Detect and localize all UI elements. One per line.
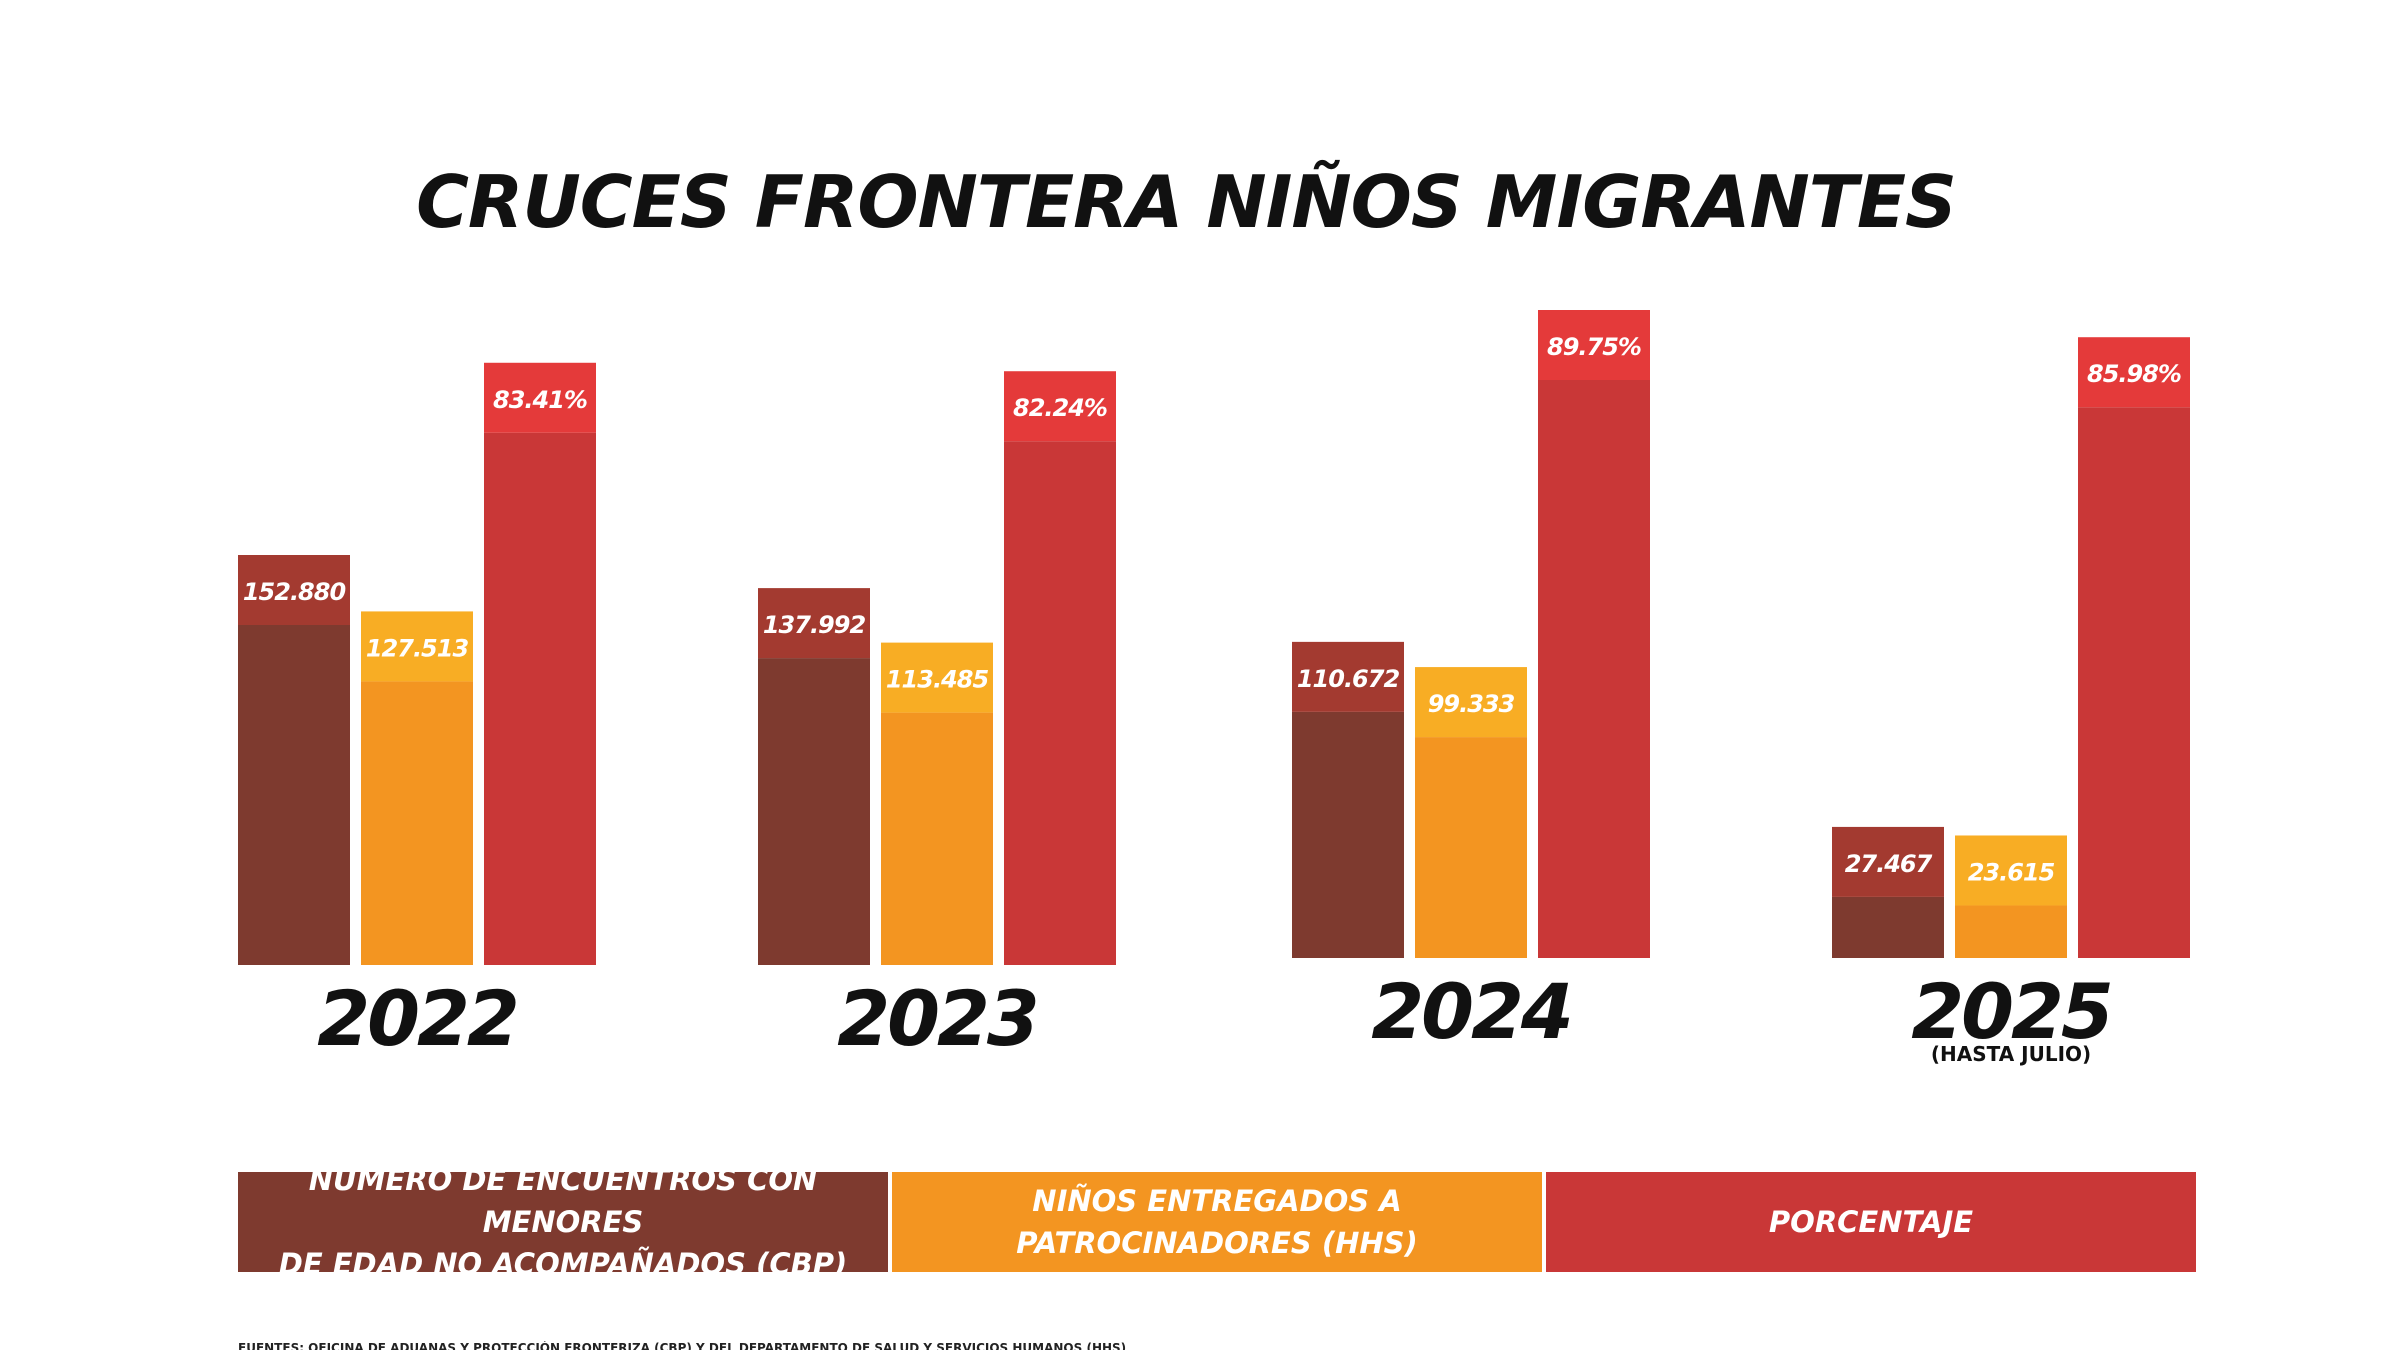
bar-entregados-2023 xyxy=(881,712,993,965)
category-label-2025: 2025 xyxy=(1911,967,2111,1056)
legend-label: PORCENTAJE xyxy=(1768,1204,1974,1239)
bar-label-band xyxy=(758,588,870,659)
data-label: 137.992 xyxy=(763,611,866,639)
source-footnote: FUENTES: OFICINA DE ADUANAS Y PROTECCIÓN… xyxy=(238,1341,1127,1350)
bar-encuentros-2023 xyxy=(758,658,870,965)
bar-porcentaje-2022 xyxy=(484,432,596,965)
bar-entregados-2025 xyxy=(1955,905,2067,958)
legend-label: NIÑOS ENTREGADOS A PATROCINADORES (HHS) xyxy=(1016,1183,1418,1260)
bar-label-band xyxy=(484,362,596,433)
legend-entregados-hhs: NIÑOS ENTREGADOS A PATROCINADORES (HHS) xyxy=(892,1172,1542,1272)
legend-label: NÚMERO DE ENCUENTROS CON MENORES DE EDAD… xyxy=(278,1162,848,1282)
data-label: 85.98% xyxy=(2087,360,2181,388)
bar-porcentaje-2023 xyxy=(1004,441,1116,965)
bar-entregados-2022 xyxy=(361,681,473,965)
data-label: 83.41% xyxy=(493,386,587,414)
bar-label-band xyxy=(238,555,350,625)
legend-porcentaje: PORCENTAJE xyxy=(1546,1172,2196,1272)
legend-encuentros-cbp: NÚMERO DE ENCUENTROS CON MENORES DE EDAD… xyxy=(238,1163,888,1281)
category-note: (HASTA JULIO) xyxy=(1931,1042,2091,1066)
data-label: 110.672 xyxy=(1297,665,1400,693)
bar-label-band xyxy=(1292,641,1404,712)
bar-porcentaje-2025 xyxy=(2078,407,2190,958)
data-label: 113.485 xyxy=(886,666,989,694)
bar-porcentaje-2024 xyxy=(1538,380,1650,958)
bar-label-band xyxy=(1538,310,1650,380)
data-label: 127.513 xyxy=(366,634,469,662)
data-label: 82.24% xyxy=(1013,394,1107,422)
bar-label-band xyxy=(1004,371,1116,442)
chart-title: CRUCES FRONTERA NIÑOS MIGRANTES xyxy=(416,160,1957,244)
data-label: 23.615 xyxy=(1968,858,2055,886)
bar-entregados-2024 xyxy=(1415,737,1527,958)
bar-encuentros-2024 xyxy=(1292,711,1404,958)
bar-label-band xyxy=(1955,835,2067,906)
data-label: 99.333 xyxy=(1428,690,1515,718)
data-label: 89.75% xyxy=(1547,333,1641,361)
bar-label-band xyxy=(2078,337,2190,408)
bar-label-band xyxy=(361,611,473,682)
data-label: 27.467 xyxy=(1845,850,1933,878)
category-label-2022: 2022 xyxy=(317,974,517,1063)
category-label-2024: 2024 xyxy=(1371,967,1571,1056)
bar-label-band xyxy=(1832,826,1944,897)
bar-label-band xyxy=(1415,667,1527,738)
bar-encuentros-2025 xyxy=(1832,896,1944,958)
data-label: 152.880 xyxy=(243,578,346,606)
bar-encuentros-2022 xyxy=(238,625,350,965)
bar-label-band xyxy=(881,642,993,713)
category-label-2023: 2023 xyxy=(837,974,1037,1063)
